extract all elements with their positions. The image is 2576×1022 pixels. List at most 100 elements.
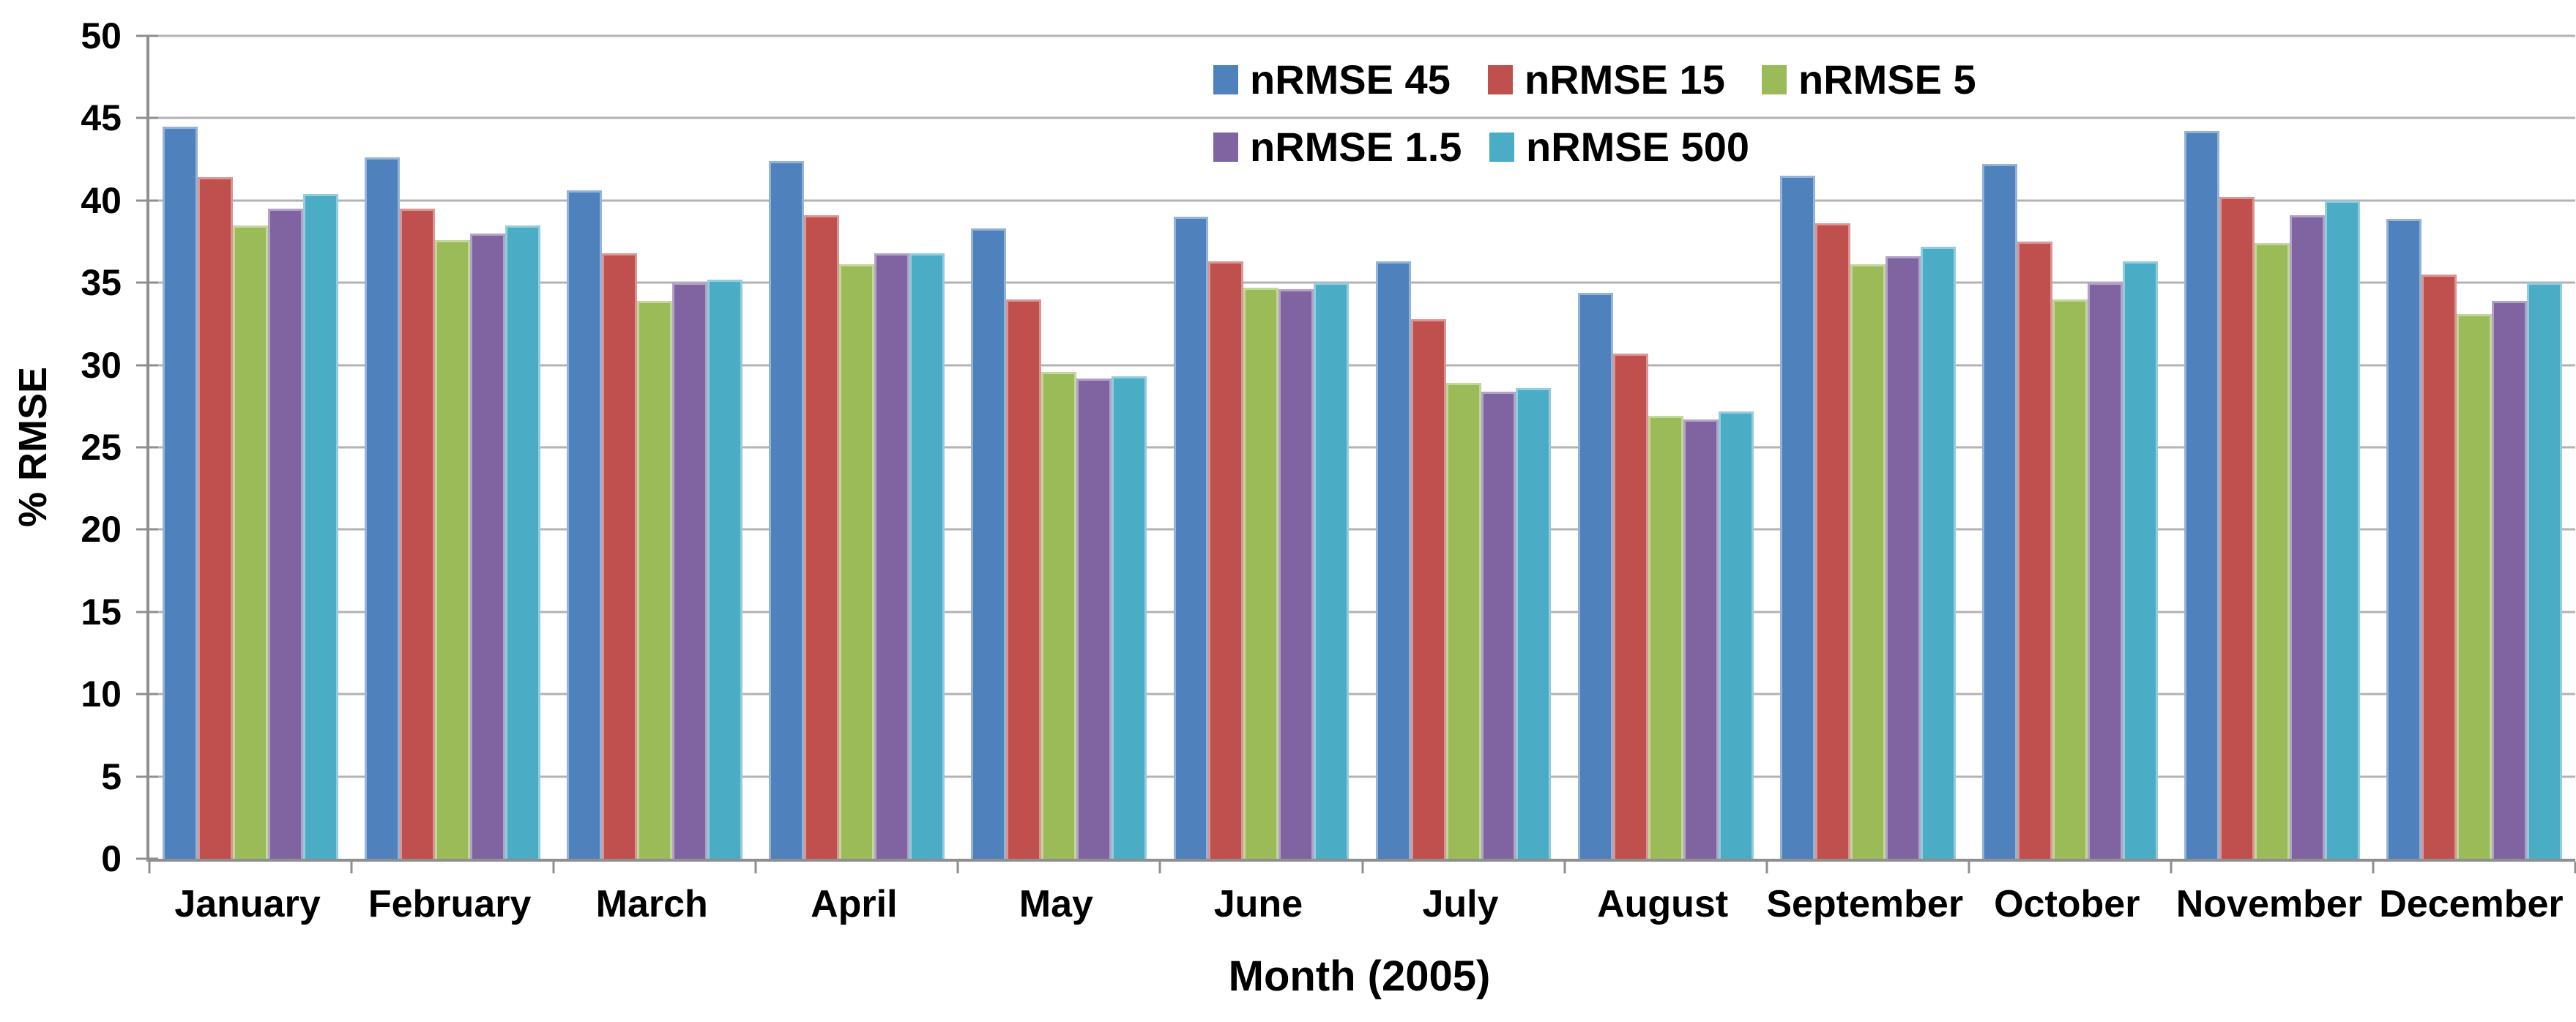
bar-june-nrmse-500 bbox=[1314, 283, 1350, 859]
y-tick-mark-50 bbox=[136, 34, 158, 37]
bar-group-december bbox=[2373, 36, 2575, 859]
bar-december-nrmse-45 bbox=[2386, 218, 2421, 859]
y-tick-mark-10 bbox=[136, 693, 158, 695]
x-category-label-may: May bbox=[1019, 883, 1093, 925]
gridline-y-10 bbox=[149, 693, 2575, 695]
x-category-label-april: April bbox=[811, 883, 898, 925]
bar-august-nrmse-45 bbox=[1577, 292, 1613, 859]
bar-march-nrmse-1.5 bbox=[672, 283, 708, 859]
x-axis-title: Month (2005) bbox=[1228, 952, 1491, 1000]
bar-group-february bbox=[351, 36, 554, 859]
bar-february-nrmse-500 bbox=[505, 225, 541, 859]
bar-september-nrmse-1.5 bbox=[1885, 256, 1921, 859]
bar-april-nrmse-5 bbox=[839, 264, 875, 859]
x-category-label-december: December bbox=[2379, 883, 2564, 925]
y-tick-label-40: 40 bbox=[81, 179, 122, 221]
bar-group-june bbox=[1160, 36, 1362, 859]
y-tick-mark-5 bbox=[136, 775, 158, 778]
y-tick-mark-0 bbox=[136, 857, 158, 860]
y-tick-label-35: 35 bbox=[81, 262, 122, 304]
bar-october-nrmse-45 bbox=[1981, 164, 2017, 859]
bar-group-september bbox=[1767, 36, 1969, 859]
bar-january-nrmse-500 bbox=[302, 193, 338, 859]
x-tick-mark-10 bbox=[2170, 862, 2173, 873]
bar-group-november bbox=[2171, 36, 2373, 859]
x-tick-mark-6 bbox=[1361, 862, 1363, 873]
bar-august-nrmse-15 bbox=[1612, 353, 1648, 859]
y-tick-mark-45 bbox=[136, 116, 158, 119]
bar-november-nrmse-1.5 bbox=[2289, 215, 2325, 859]
gridline-y-50 bbox=[149, 34, 2575, 37]
y-tick-mark-35 bbox=[136, 281, 158, 284]
bar-october-nrmse-500 bbox=[2122, 261, 2158, 859]
bar-february-nrmse-15 bbox=[400, 209, 436, 859]
bar-october-nrmse-1.5 bbox=[2087, 283, 2123, 859]
gridline-y-25 bbox=[149, 446, 2575, 449]
x-category-label-january: January bbox=[174, 883, 321, 925]
x-category-label-june: June bbox=[1213, 883, 1303, 925]
bar-may-nrmse-5 bbox=[1041, 371, 1077, 859]
bar-september-nrmse-45 bbox=[1779, 176, 1815, 859]
x-category-label-september: September bbox=[1766, 883, 1964, 925]
gridline-y-30 bbox=[149, 364, 2575, 367]
bar-december-nrmse-15 bbox=[2421, 274, 2457, 859]
bar-november-nrmse-500 bbox=[2324, 200, 2360, 859]
y-tick-mark-15 bbox=[136, 611, 158, 613]
bar-may-nrmse-15 bbox=[1006, 299, 1042, 859]
bar-june-nrmse-5 bbox=[1243, 287, 1279, 859]
bar-april-nrmse-500 bbox=[909, 253, 945, 859]
y-tick-label-30: 30 bbox=[81, 344, 122, 386]
bar-february-nrmse-1.5 bbox=[470, 233, 506, 859]
bar-december-nrmse-5 bbox=[2456, 313, 2492, 859]
bar-february-nrmse-5 bbox=[435, 239, 471, 859]
y-tick-label-45: 45 bbox=[81, 97, 122, 139]
bar-july-nrmse-1.5 bbox=[1481, 391, 1516, 859]
gridline-y-40 bbox=[149, 199, 2575, 202]
x-axis-category-labels: January February March April May June July Augu… bbox=[146, 882, 2572, 933]
y-tick-label-10: 10 bbox=[81, 674, 122, 715]
bar-march-nrmse-15 bbox=[602, 253, 638, 859]
gridline-y-5 bbox=[149, 775, 2575, 778]
gridline-y-45 bbox=[149, 116, 2575, 119]
bar-january-nrmse-5 bbox=[233, 225, 269, 859]
bar-january-nrmse-1.5 bbox=[268, 209, 303, 859]
bar-june-nrmse-1.5 bbox=[1278, 289, 1314, 859]
x-tick-mark-9 bbox=[1968, 862, 1970, 873]
bar-april-nrmse-1.5 bbox=[874, 253, 910, 859]
bar-september-nrmse-500 bbox=[1920, 246, 1956, 859]
x-tick-mark-4 bbox=[956, 862, 959, 873]
bar-group-october bbox=[1969, 36, 2171, 859]
bar-october-nrmse-5 bbox=[2052, 299, 2088, 859]
bar-march-nrmse-500 bbox=[707, 279, 743, 859]
x-tick-mark-5 bbox=[1158, 862, 1161, 873]
bar-group-march bbox=[554, 36, 756, 859]
y-tick-mark-40 bbox=[136, 199, 158, 202]
x-tick-mark-7 bbox=[1563, 862, 1566, 873]
x-category-label-march: March bbox=[595, 883, 708, 925]
bar-january-nrmse-15 bbox=[198, 177, 234, 859]
y-tick-label-50: 50 bbox=[81, 15, 122, 56]
bar-november-nrmse-15 bbox=[2219, 197, 2255, 859]
bar-may-nrmse-500 bbox=[1112, 376, 1147, 859]
bar-march-nrmse-45 bbox=[567, 190, 603, 859]
gridline-y-35 bbox=[149, 281, 2575, 284]
bar-may-nrmse-1.5 bbox=[1076, 378, 1112, 859]
bar-april-nrmse-15 bbox=[804, 215, 840, 859]
bar-august-nrmse-1.5 bbox=[1683, 419, 1719, 859]
gridline-y-20 bbox=[149, 528, 2575, 531]
x-category-label-november: November bbox=[2175, 883, 2363, 925]
bar-group-january bbox=[149, 36, 351, 859]
y-tick-label-25: 25 bbox=[81, 427, 122, 468]
bar-october-nrmse-15 bbox=[2017, 242, 2052, 859]
bar-june-nrmse-15 bbox=[1208, 261, 1244, 859]
x-tick-mark-8 bbox=[1765, 862, 1768, 873]
x-tick-mark-2 bbox=[552, 862, 555, 873]
bar-december-nrmse-1.5 bbox=[2491, 300, 2527, 859]
y-tick-label-15: 15 bbox=[81, 591, 122, 633]
x-category-label-july: July bbox=[1422, 883, 1499, 925]
bar-group-april bbox=[756, 36, 958, 859]
bar-december-nrmse-500 bbox=[2526, 283, 2562, 859]
x-category-label-february: February bbox=[368, 883, 532, 925]
x-category-label-august: August bbox=[1597, 883, 1729, 925]
bar-september-nrmse-5 bbox=[1850, 264, 1886, 859]
